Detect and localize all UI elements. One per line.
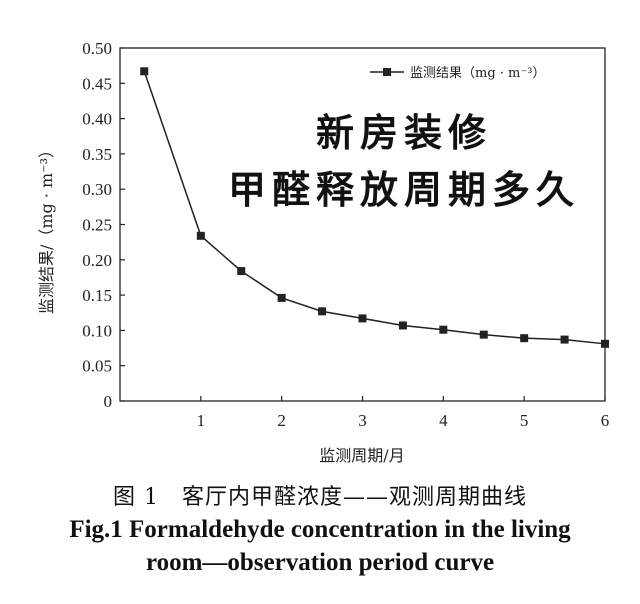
data-point-marker [358, 314, 367, 323]
data-point-marker [237, 267, 246, 276]
x-axis-label: 监测周期/月 [319, 446, 404, 465]
overlay-title-line1: 新房装修 [316, 111, 492, 155]
x-tick-label: 6 [601, 411, 610, 430]
chart-legend: 监测结果（mg · m⁻³） [370, 66, 545, 81]
data-point-marker [318, 307, 327, 316]
y-tick-label: 0.40 [82, 110, 112, 129]
data-point-marker [140, 67, 149, 76]
y-tick-label: 0.05 [82, 357, 112, 376]
x-tick-label: 1 [197, 411, 206, 430]
series-line [143, 71, 606, 345]
x-tick-label: 4 [439, 411, 448, 430]
data-point-marker [560, 335, 569, 344]
y-axis-label: 监测结果/（mg · m⁻³） [37, 142, 56, 314]
data-point-marker [277, 293, 286, 302]
data-point-marker [479, 330, 488, 339]
y-tick-label: 0.10 [82, 321, 112, 340]
data-point-marker [520, 334, 529, 343]
y-tick-label: 0.35 [82, 145, 112, 164]
overlay-title-line2: 甲醛释放周期多久 [228, 168, 580, 212]
y-tick-label: 0.30 [82, 180, 112, 199]
figure-caption-english-line2: room—observation period curve [145, 549, 495, 576]
y-tick-label: 0 [104, 392, 113, 411]
chart-axes [119, 47, 606, 402]
y-tick-label: 0.45 [82, 74, 112, 93]
y-tick-label: 0.15 [82, 286, 112, 305]
x-tick-label: 5 [520, 411, 529, 430]
x-tick-label: 2 [277, 411, 286, 430]
legend-marker [383, 68, 391, 76]
legend-label: 监测结果（mg · m⁻³） [410, 66, 545, 81]
data-point-marker [439, 325, 448, 334]
data-point-marker [601, 339, 609, 348]
chart-series [140, 67, 609, 348]
data-point-marker [196, 231, 205, 240]
y-tick-label: 0.20 [82, 251, 112, 270]
figure-caption-english-line1: Fig.1 Formaldehyde concentration in the … [69, 516, 571, 543]
figure-caption-chinese: 图 1 客厅内甲醛浓度——观测周期曲线 [113, 485, 527, 510]
chart-ticks: 0 0.05 0.10 0.15 0.20 0.25 0.30 0.35 0.40 0.45 0.5… [82, 39, 609, 430]
x-tick-label: 3 [358, 411, 367, 430]
y-tick-label: 0.50 [82, 39, 112, 58]
plot-frame [119, 47, 606, 402]
data-point-marker [398, 321, 407, 330]
chart: 0 0.05 0.10 0.15 0.20 0.25 0.30 0.35 0.40 0.45 0.5… [37, 39, 609, 465]
y-tick-label: 0.25 [82, 216, 112, 235]
